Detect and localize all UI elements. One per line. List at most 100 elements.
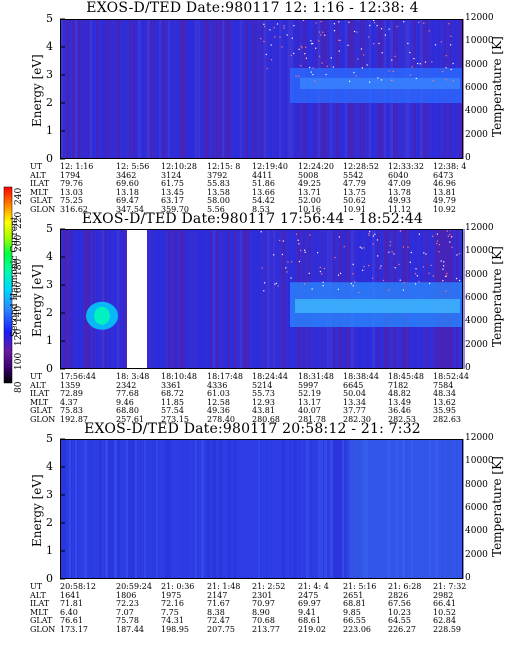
spectrogram-cell [273, 229, 275, 369]
noise-dot [320, 34, 322, 36]
noise-dot [315, 22, 317, 24]
noise-dot [290, 277, 292, 279]
noise-dot [442, 280, 444, 282]
ephemeris-cell: 2826 [388, 590, 409, 600]
ephemeris-cell: 68.61 [298, 616, 321, 626]
noise-dot [432, 80, 434, 82]
noise-dot [333, 23, 336, 25]
noise-dot [415, 268, 417, 270]
ephemeris-row-label: GLAT [30, 616, 53, 626]
noise-dot [456, 254, 458, 256]
spectrogram-cell [165, 19, 168, 159]
noise-dot [295, 233, 298, 235]
noise-dot [274, 283, 276, 285]
ephemeris-cell: 4336 [207, 380, 228, 390]
spectrogram-cell [69, 229, 72, 369]
spectrogram-cell [195, 19, 197, 159]
noise-dot [382, 279, 385, 282]
noise-dot [332, 66, 334, 68]
spectrogram-cell [228, 229, 230, 369]
ephemeris-cell: 3124 [161, 170, 182, 180]
ephemeris-cell: 4411 [252, 170, 273, 180]
ephemeris-cell: 49.25 [298, 179, 321, 189]
spectrogram-cell [228, 439, 230, 579]
noise-dot [286, 34, 288, 36]
spectrogram-cell [174, 439, 177, 579]
noise-dot [277, 285, 279, 287]
spectrogram-cell [111, 19, 114, 159]
ephemeris-cell: 12: 1:16 [60, 162, 94, 171]
ephemeris-cell: 6473 [433, 170, 454, 180]
noise-dot [418, 21, 420, 23]
noise-dot [379, 267, 381, 269]
noise-dot [269, 29, 271, 31]
ephemeris-cell: 13.58 [207, 187, 230, 197]
ephemeris-row: MLT 6.40 7.07 7.75 8.38 8.90 9.41 9.85 10.23 10.5… [0, 608, 505, 618]
spectrogram-cell [111, 439, 113, 579]
ephemeris-cell: 13.34 [343, 397, 366, 407]
spectrogram-cell [216, 19, 218, 159]
spectrogram-cell [243, 439, 246, 579]
ephemeris-cell: 3462 [116, 170, 137, 180]
spectrogram-cell [183, 439, 185, 579]
noise-dot [266, 67, 268, 70]
ephemeris-cell: 69.60 [116, 179, 139, 189]
spectrogram-cell [174, 19, 177, 159]
ephemeris-row: ILAT 71.81 72.23 72.16 71.67 70.97 69.97 68.81 6… [0, 600, 505, 609]
noise-dot [298, 243, 300, 245]
noise-dot [394, 267, 396, 269]
ephemeris-cell: 219.02 [298, 624, 326, 634]
spectrogram-cell [99, 19, 102, 159]
spectrogram-cell [255, 19, 257, 159]
spectrogram-cell [96, 439, 99, 579]
ephemeris-row: ALT 1359 2342 3361 4336 5214 5997 6645 7182 7584 [0, 380, 505, 391]
noise-dot [391, 251, 393, 253]
spectrogram-cell [186, 439, 188, 579]
spectrogram-cell [150, 439, 152, 579]
noise-dot [392, 70, 394, 72]
noise-dot [290, 54, 292, 57]
spectrogram-cell [207, 229, 210, 369]
spectrogram-cell [282, 439, 285, 579]
ephemeris-cell: 74.31 [161, 616, 184, 626]
noise-dot [407, 246, 409, 248]
noise-dot [445, 67, 447, 69]
y-tick-label: 2 [46, 306, 53, 319]
spectrogram-cell [135, 19, 137, 159]
panel-title: EXOS-D/TED Date:980117 20:58:12 - 21: 7:… [84, 421, 421, 437]
ephemeris-row-label: UT [30, 582, 43, 591]
ephemeris-cell: 5542 [343, 170, 364, 180]
ephemeris-cell: 10.16 [298, 204, 321, 214]
noise-dot [402, 289, 405, 291]
noise-dot [316, 252, 319, 254]
noise-dot [458, 253, 461, 255]
noise-dot [368, 234, 370, 236]
spectrogram-cell [213, 229, 215, 369]
spectrogram-cell [276, 229, 278, 369]
ephemeris-cell: 192.87 [60, 414, 88, 424]
noise-dot [352, 263, 354, 265]
noise-dot [428, 30, 430, 32]
spectrogram-cell [162, 19, 165, 159]
y-tick-label: 3 [46, 278, 53, 291]
noise-dot [291, 37, 293, 39]
noise-dot [273, 254, 275, 256]
spectrogram-cell [72, 229, 75, 369]
noise-dot [279, 239, 281, 241]
ephemeris-cell: 72.23 [116, 599, 139, 609]
spectrogram-cell [213, 439, 216, 579]
spectrogram-cell [129, 439, 132, 579]
spectrogram-cell [300, 439, 303, 579]
noise-dot [418, 233, 420, 235]
ephemeris-cell: 2982 [433, 590, 454, 600]
y-axis-label: Energy [eV] [30, 264, 44, 337]
noise-dot [360, 48, 363, 50]
spectrogram-cell [108, 229, 111, 369]
ephemeris-cell: 63.17 [161, 196, 184, 206]
spectrogram-cell [270, 229, 273, 369]
noise-dot [362, 269, 364, 271]
ephemeris-cell: 7182 [388, 380, 409, 390]
spectrogram-cell [156, 229, 159, 369]
noise-dot [376, 239, 379, 241]
ephemeris-row: ILAT 72.89 77.68 68.72 61.03 55.73 52.19 50.04 4… [0, 390, 505, 399]
